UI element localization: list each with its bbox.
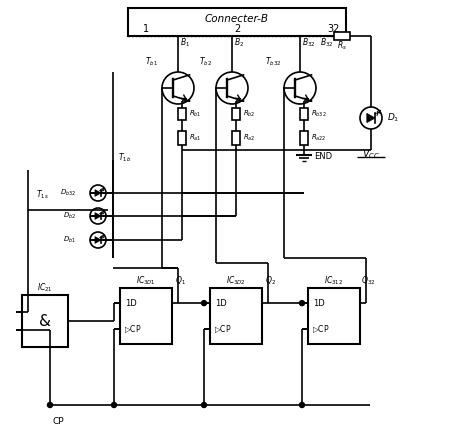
Text: 2: 2: [234, 24, 240, 34]
Bar: [178, 108, 186, 120]
Text: $R_s$: $R_s$: [337, 40, 347, 52]
Text: $V_{CC}$: $V_{CC}$: [362, 148, 380, 161]
Text: $B_1$: $B_1$: [180, 37, 190, 49]
Text: $\rhd$CP: $\rhd$CP: [124, 323, 142, 335]
Text: $IC_{3D1}$: $IC_{3D1}$: [136, 275, 156, 287]
Circle shape: [48, 403, 53, 408]
Text: $IC_{312}$: $IC_{312}$: [324, 275, 344, 287]
Circle shape: [202, 403, 207, 408]
Text: 1: 1: [143, 24, 149, 34]
Text: $T_{1b}$: $T_{1b}$: [118, 152, 131, 164]
Text: $R_{a22}$: $R_{a22}$: [311, 133, 327, 143]
Text: $B_{32}$: $B_{32}$: [320, 37, 333, 49]
Text: $IC_{3D2}$: $IC_{3D2}$: [226, 275, 246, 287]
Text: $T_{1s}$: $T_{1s}$: [36, 189, 49, 201]
Text: $T_{b32}$: $T_{b32}$: [265, 56, 281, 68]
Bar: [232, 131, 240, 145]
Bar: [22, 295, 68, 347]
Text: 1D: 1D: [313, 299, 325, 308]
Bar: [232, 108, 240, 120]
Polygon shape: [95, 236, 101, 244]
Text: $T_{b2}$: $T_{b2}$: [198, 56, 212, 68]
Text: &: &: [39, 313, 51, 328]
Polygon shape: [367, 114, 375, 122]
Polygon shape: [95, 190, 101, 196]
Bar: [300, 131, 308, 145]
Text: $Q_2$: $Q_2$: [265, 275, 275, 287]
Text: Connecter-B: Connecter-B: [205, 14, 269, 24]
Text: $R_{b32}$: $R_{b32}$: [311, 109, 327, 119]
Text: $R_{b2}$: $R_{b2}$: [243, 109, 255, 119]
Text: CP: CP: [52, 416, 64, 426]
Text: $\rhd$CP: $\rhd$CP: [214, 323, 231, 335]
Text: $R_{a2}$: $R_{a2}$: [243, 133, 255, 143]
Circle shape: [299, 301, 304, 305]
Text: 1D: 1D: [215, 299, 227, 308]
Bar: [333, 32, 351, 40]
Text: $\rhd$CP: $\rhd$CP: [312, 323, 330, 335]
Text: $T_{b1}$: $T_{b1}$: [145, 56, 158, 68]
Text: $IC_{21}$: $IC_{21}$: [37, 282, 53, 294]
Text: 32: 32: [328, 24, 340, 34]
Bar: [300, 108, 308, 120]
Circle shape: [111, 403, 116, 408]
Text: $B_{32}$: $B_{32}$: [302, 37, 316, 49]
Text: 1D: 1D: [125, 299, 137, 308]
Circle shape: [299, 403, 304, 408]
Text: $D_{b2}$: $D_{b2}$: [63, 211, 76, 221]
Text: $R_{b1}$: $R_{b1}$: [189, 109, 202, 119]
Text: $D_{b32}$: $D_{b32}$: [60, 188, 76, 198]
Text: END: END: [314, 152, 332, 160]
Bar: [178, 131, 186, 145]
Text: $Q_{32}$: $Q_{32}$: [361, 275, 375, 287]
Circle shape: [202, 301, 207, 305]
Text: $Q_1$: $Q_1$: [174, 275, 185, 287]
Bar: [210, 288, 262, 344]
Text: $D_1$: $D_1$: [387, 112, 400, 124]
Text: $B_2$: $B_2$: [234, 37, 244, 49]
Bar: [120, 288, 172, 344]
Text: $R_{a1}$: $R_{a1}$: [189, 133, 202, 143]
Bar: [128, 8, 346, 36]
Bar: [308, 288, 360, 344]
Text: $D_{b1}$: $D_{b1}$: [63, 235, 76, 245]
Polygon shape: [95, 213, 101, 219]
